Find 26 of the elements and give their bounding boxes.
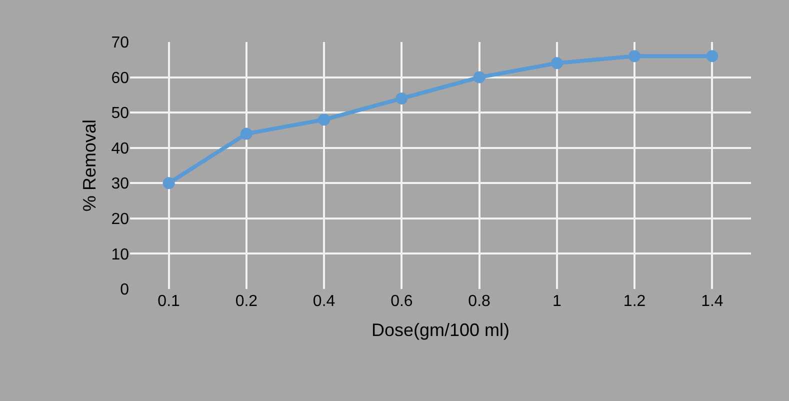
point bbox=[628, 50, 641, 62]
y-tick-label: 70 bbox=[111, 34, 130, 52]
x-tick-label: 0.4 bbox=[312, 293, 336, 310]
point bbox=[396, 92, 408, 104]
y-tick-label: 50 bbox=[111, 105, 130, 122]
x-tick-label: 0.8 bbox=[468, 293, 491, 310]
x-tick-label: 0.2 bbox=[235, 293, 258, 310]
y-tick-label: 30 bbox=[111, 176, 130, 193]
y-tick-label: 60 bbox=[111, 70, 130, 87]
point bbox=[550, 57, 563, 70]
y-tick-label: 40 bbox=[111, 140, 130, 158]
point bbox=[318, 114, 330, 126]
y-tick-label: 10 bbox=[111, 246, 130, 264]
point bbox=[706, 50, 718, 62]
point bbox=[162, 177, 175, 190]
x-tick-label: 0.1 bbox=[158, 293, 180, 310]
x-tick-label: 1.4 bbox=[701, 293, 724, 310]
y-tick-label: 20 bbox=[111, 211, 130, 228]
y-tick-label: 0 bbox=[120, 282, 130, 299]
point bbox=[240, 128, 252, 140]
x-tick-label: 1.2 bbox=[623, 293, 646, 310]
point bbox=[473, 71, 486, 84]
y-axis-title: % Removal bbox=[79, 119, 100, 212]
x-tick-label: 1 bbox=[552, 293, 562, 310]
x-axis-title: Dose(gm/100 ml) bbox=[371, 320, 510, 340]
x-tick-label: 0.6 bbox=[390, 293, 413, 310]
